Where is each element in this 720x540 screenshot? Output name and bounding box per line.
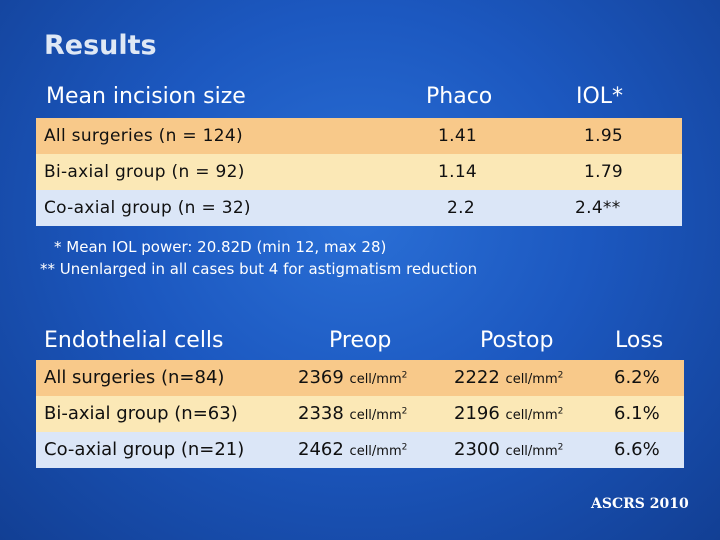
endothelial-header-label: Endothelial cells	[44, 328, 224, 353]
incision-header-label: Mean incision size	[46, 84, 246, 109]
table-row: All surgeries (n = 124) 1.41 1.95	[36, 118, 682, 154]
postop-value: 2196 cell/mm2	[454, 403, 564, 424]
postop-header: Postop	[480, 328, 554, 353]
table-row: Co-axial group (n = 32) 2.2 2.4**	[36, 190, 682, 226]
conference-footer: ASCRS 2010	[591, 496, 689, 512]
preop-value: 2338 cell/mm2	[298, 403, 408, 424]
phaco-value: 1.41	[438, 126, 478, 146]
postop-value: 2222 cell/mm2	[454, 367, 564, 388]
row-label: Bi-axial group (n = 92)	[44, 162, 245, 182]
iol-header: IOL*	[576, 84, 624, 109]
preop-value: 2369 cell/mm2	[298, 367, 408, 388]
footnote-iol-power: * Mean IOL power: 20.82D (min 12, max 28…	[54, 238, 387, 256]
preop-value: 2462 cell/mm2	[298, 439, 408, 460]
table-row: Bi-axial group (n = 92) 1.14 1.79	[36, 154, 682, 190]
slide-title: Results	[44, 30, 157, 61]
loss-value: 6.1%	[614, 403, 660, 424]
loss-header: Loss	[615, 328, 664, 353]
row-label: Co-axial group (n=21)	[44, 439, 245, 460]
row-label: All surgeries (n=84)	[44, 367, 225, 388]
footnote-unenlarged: ** Unenlarged in all cases but 4 for ast…	[40, 260, 478, 278]
loss-value: 6.6%	[614, 439, 660, 460]
loss-value: 6.2%	[614, 367, 660, 388]
table-row: Bi-axial group (n=63) 2338 cell/mm2 2196…	[36, 396, 684, 432]
incision-table: All surgeries (n = 124) 1.41 1.95 Bi-axi…	[36, 118, 682, 226]
phaco-value: 2.2	[447, 198, 475, 218]
phaco-header: Phaco	[426, 84, 493, 109]
iol-value: 2.4**	[575, 198, 621, 218]
table-row: Co-axial group (n=21) 2462 cell/mm2 2300…	[36, 432, 684, 468]
postop-value: 2300 cell/mm2	[454, 439, 564, 460]
endothelial-table-header: Endothelial cells Preop Postop Loss	[0, 328, 720, 360]
row-label: Bi-axial group (n=63)	[44, 403, 238, 424]
phaco-value: 1.14	[438, 162, 478, 182]
endothelial-table: All surgeries (n=84) 2369 cell/mm2 2222 …	[36, 360, 684, 468]
row-label: Co-axial group (n = 32)	[44, 198, 251, 218]
preop-header: Preop	[329, 328, 392, 353]
iol-value: 1.79	[584, 162, 624, 182]
row-label: All surgeries (n = 124)	[44, 126, 243, 146]
iol-value: 1.95	[584, 126, 624, 146]
incision-table-header: Mean incision size Phaco IOL*	[0, 84, 720, 116]
table-row: All surgeries (n=84) 2369 cell/mm2 2222 …	[36, 360, 684, 396]
